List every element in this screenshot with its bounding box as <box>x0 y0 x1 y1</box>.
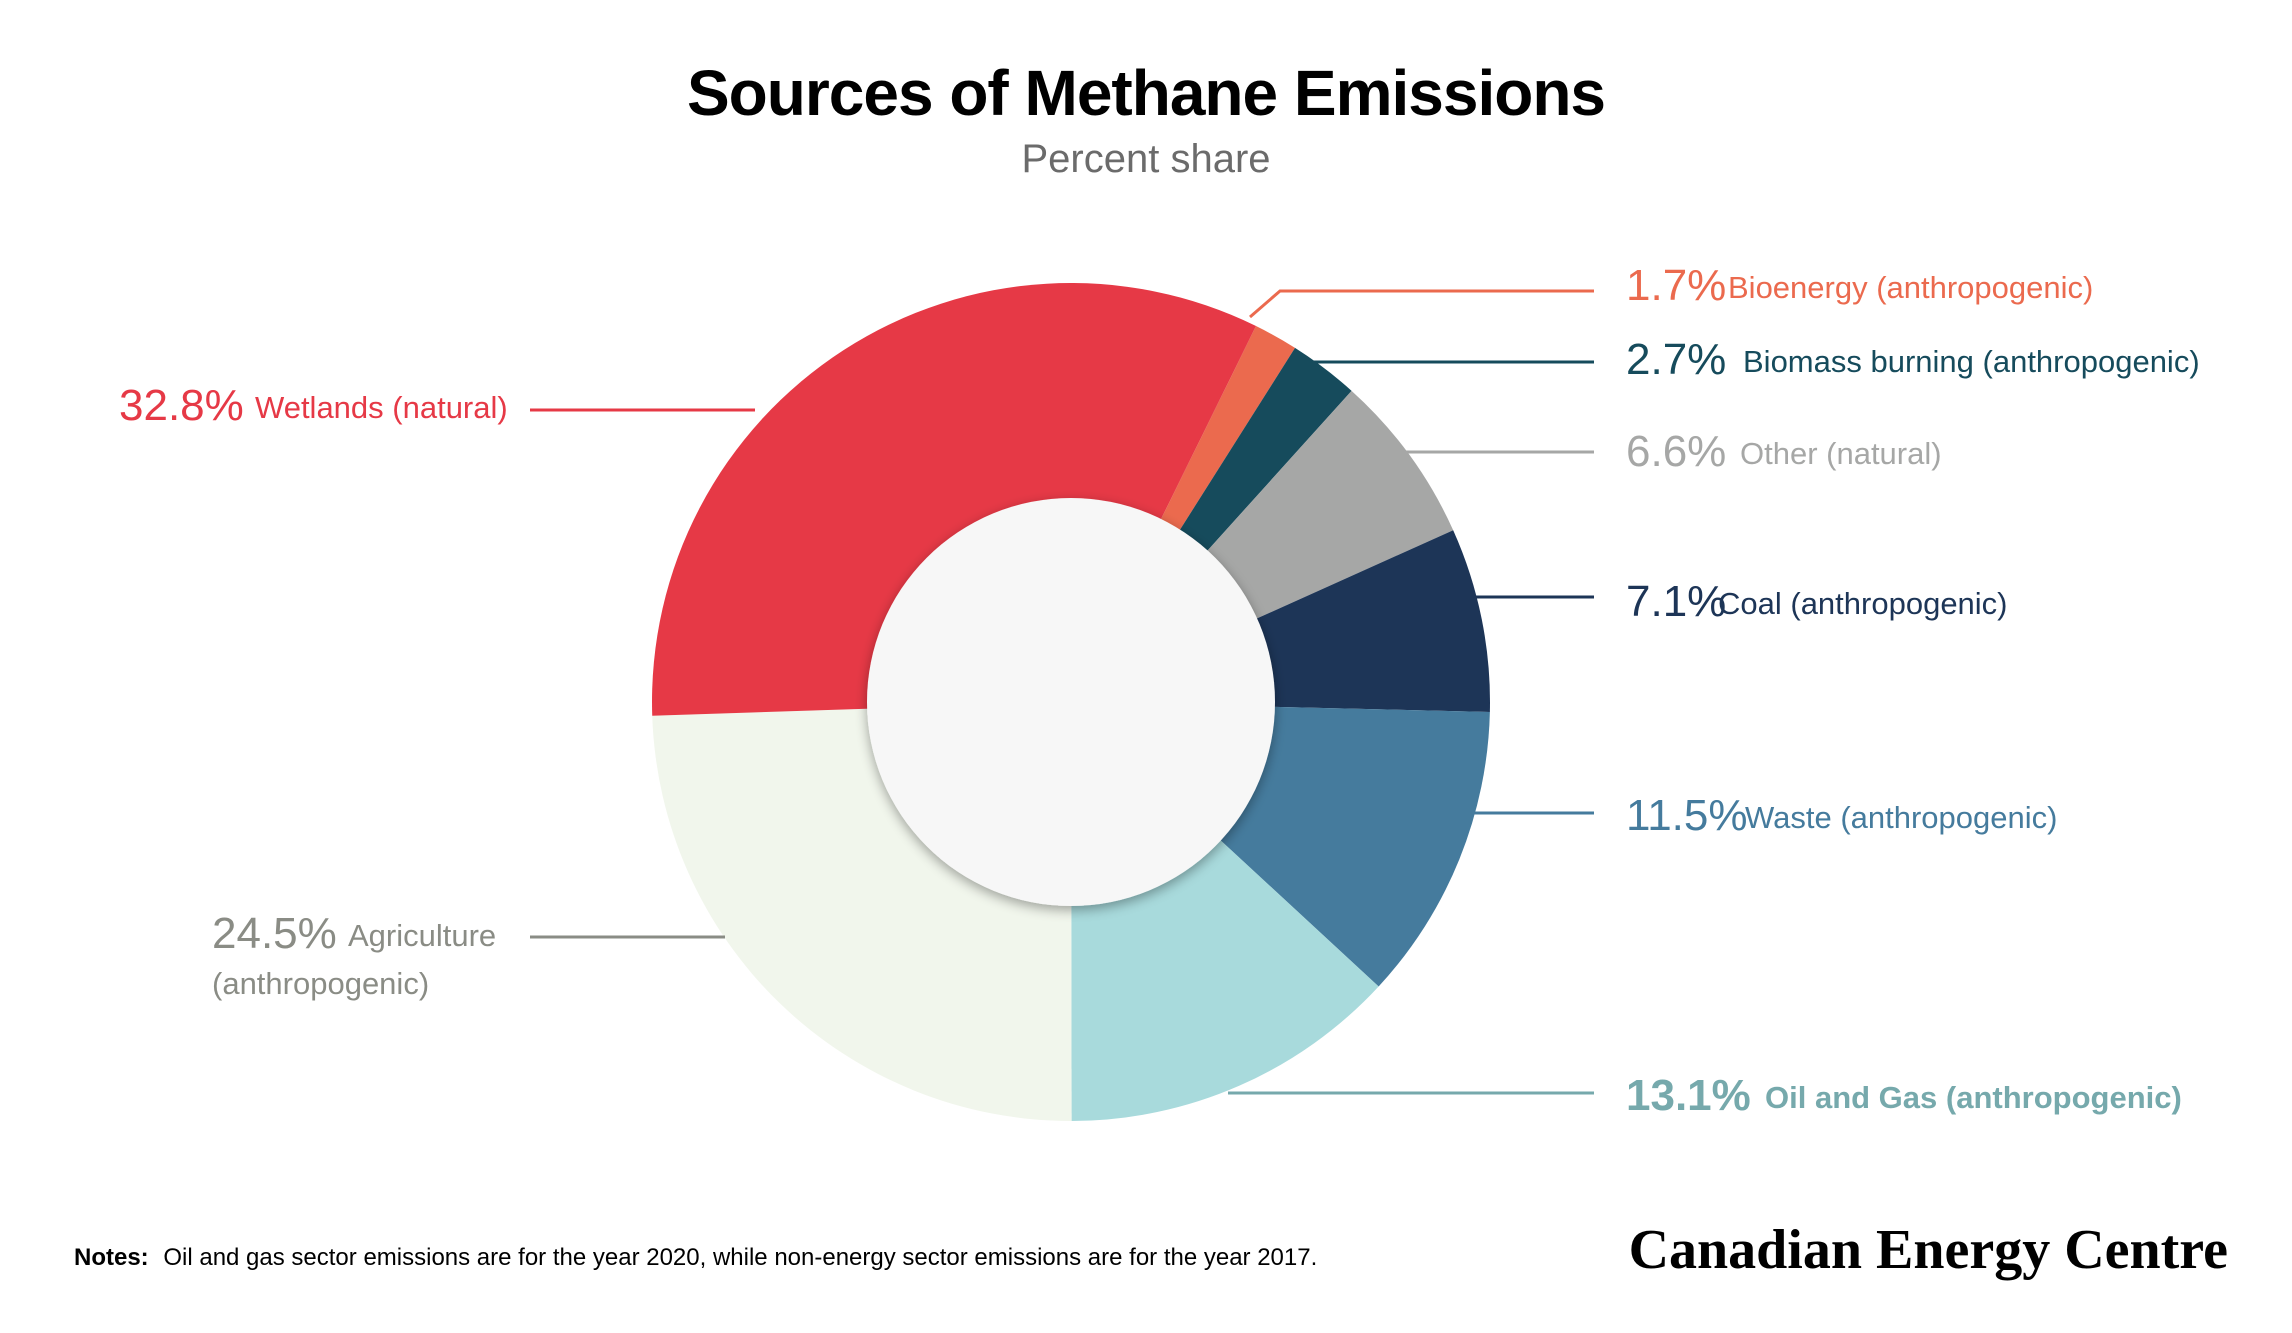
slice-labels: 1.7% Bioenergy (anthropogenic)2.7% Biomass… <box>119 261 2200 1120</box>
data-label-category: Bioenergy (anthropogenic) <box>1728 270 2093 305</box>
donut-hole <box>867 498 1275 906</box>
data-label-category: Waste (anthropogenic) <box>1745 800 2057 835</box>
data-label-category: (anthropogenic) <box>212 966 429 1001</box>
brand-logo: Canadian Energy Centre <box>1629 1219 2228 1281</box>
data-label-category: Biomass burning (anthropogenic) <box>1743 344 2200 379</box>
data-label-category: Oil and Gas (anthropogenic) <box>1765 1080 2182 1115</box>
data-label-percent: 24.5% <box>212 909 337 958</box>
notes-prefix: Notes: <box>74 1244 149 1271</box>
notes-text: Oil and gas sector emissions are for the… <box>163 1244 1317 1271</box>
data-label-percent: 1.7% <box>1626 261 1726 310</box>
chart-title: Sources of Methane Emissions <box>687 57 1605 129</box>
data-label-category: Agriculture <box>348 918 496 953</box>
chart-notes: Notes: Oil and gas sector emissions are … <box>74 1244 1317 1271</box>
data-label-percent: 11.5% <box>1626 791 1748 840</box>
data-label-percent: 13.1% <box>1626 1071 1751 1120</box>
leader-line <box>1249 289 1594 319</box>
data-label-category: Wetlands (natural) <box>255 390 508 425</box>
data-label-percent: 6.6% <box>1626 427 1726 476</box>
data-label-category: Coal (anthropogenic) <box>1718 586 2008 621</box>
data-label-category: Other (natural) <box>1740 436 1942 471</box>
chart-subtitle: Percent share <box>1021 137 1270 181</box>
data-label-percent: 2.7% <box>1626 335 1726 384</box>
data-label-percent: 32.8% <box>119 381 244 430</box>
data-label-percent: 7.1% <box>1626 577 1726 626</box>
